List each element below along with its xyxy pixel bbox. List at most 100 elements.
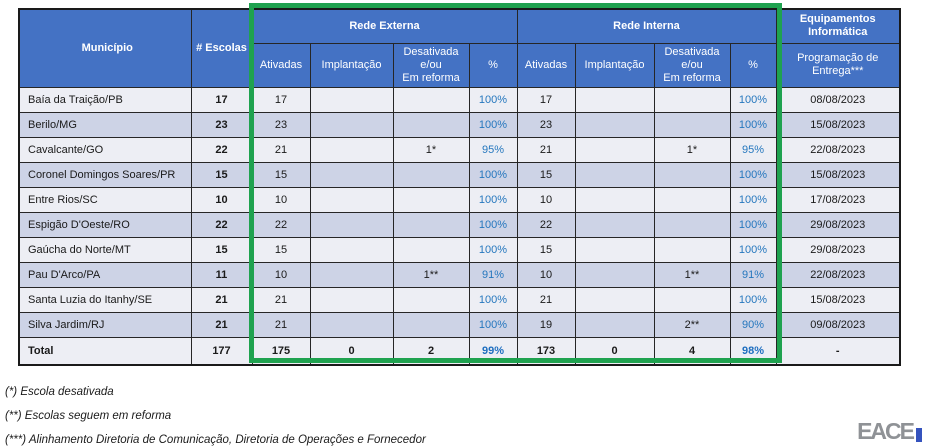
value-cell: [574, 286, 655, 313]
value-cell: 100%: [468, 311, 518, 338]
footnotes: (*) Escola desativada (**) Escolas segue…: [5, 380, 426, 446]
col-header-ext-desativada: Desativada e/ou Em reforma: [392, 42, 470, 88]
group-header-equipamentos: Equipamentos Informática: [775, 8, 901, 44]
value-cell: 100%: [468, 86, 518, 113]
value-cell: [653, 111, 731, 138]
value-cell: [574, 311, 655, 338]
value-cell: 17: [516, 86, 576, 113]
value-cell: 91%: [729, 261, 777, 288]
value-cell: [309, 111, 394, 138]
entrega-cell: 29/08/2023: [775, 236, 901, 263]
value-cell: [309, 211, 394, 238]
value-cell: 95%: [729, 136, 777, 163]
value-cell: 15: [516, 236, 576, 263]
entrega-cell: 29/08/2023: [775, 211, 901, 238]
entrega-cell: 22/08/2023: [775, 261, 901, 288]
value-cell: [392, 186, 470, 213]
col-header-municipio: Município: [18, 8, 192, 88]
municipio-cell: Coronel Domingos Soares/PR: [18, 161, 192, 188]
value-cell: [309, 161, 394, 188]
col-header-int-desativada: Desativada e/ou Em reforma: [653, 42, 731, 88]
value-cell: [392, 211, 470, 238]
value-cell: 23: [516, 111, 576, 138]
eace-logo-text: EACE: [857, 418, 915, 445]
table-row: Total 177 175 0 2 99% 173 0 4 98% -: [18, 336, 901, 365]
municipio-cell: Gaúcha do Norte/MT: [18, 236, 192, 263]
municipio-cell: Baía da Traição/PB: [18, 86, 192, 113]
table-row: Santa Luzia do Itanhy/SE 21 21 100% 21 100% 15…: [18, 286, 901, 313]
value-cell: 15: [251, 236, 311, 263]
table-row: Entre Rios/SC 10 10 100% 10 100% 17/08/2023: [18, 186, 901, 213]
value-cell: 90%: [729, 311, 777, 338]
entrega-cell: 15/08/2023: [775, 161, 901, 188]
value-cell: 98%: [729, 336, 777, 365]
entrega-cell: -: [775, 336, 901, 365]
value-cell: 100%: [729, 161, 777, 188]
col-header-int-ativadas: Ativadas: [516, 42, 576, 88]
value-cell: 22: [516, 211, 576, 238]
value-cell: 173: [516, 336, 576, 365]
value-cell: 100%: [729, 211, 777, 238]
municipio-cell: Silva Jardim/RJ: [18, 311, 192, 338]
value-cell: 21: [251, 136, 311, 163]
value-cell: 23: [251, 111, 311, 138]
value-cell: 19: [516, 311, 576, 338]
table-row: Gaúcha do Norte/MT 15 15 100% 15 100% 29/08/20…: [18, 236, 901, 263]
value-cell: [574, 261, 655, 288]
value-cell: [392, 286, 470, 313]
municipio-cell: Pau D'Arco/PA: [18, 261, 192, 288]
value-cell: [653, 186, 731, 213]
value-cell: 23: [190, 111, 253, 138]
value-cell: [653, 286, 731, 313]
table-header: Município # Escolas Rede Externa Rede In…: [18, 8, 901, 88]
col-header-ext-pct: %: [468, 42, 518, 88]
value-cell: [653, 211, 731, 238]
value-cell: 100%: [729, 111, 777, 138]
entrega-cell: 09/08/2023: [775, 311, 901, 338]
value-cell: 1**: [392, 261, 470, 288]
value-cell: [309, 136, 394, 163]
value-cell: 22: [251, 211, 311, 238]
group-header-rede-externa: Rede Externa: [251, 8, 518, 44]
value-cell: 10: [516, 186, 576, 213]
value-cell: 21: [190, 311, 253, 338]
value-cell: [392, 161, 470, 188]
value-cell: 175: [251, 336, 311, 365]
value-cell: 100%: [468, 286, 518, 313]
value-cell: 15: [251, 161, 311, 188]
value-cell: [309, 286, 394, 313]
value-cell: [309, 236, 394, 263]
value-cell: [574, 136, 655, 163]
value-cell: [574, 236, 655, 263]
value-cell: 100%: [729, 286, 777, 313]
footnote-1: (*) Escola desativada: [5, 386, 114, 398]
value-cell: 21: [516, 136, 576, 163]
municipio-cell: Berilo/MG: [18, 111, 192, 138]
value-cell: 10: [251, 261, 311, 288]
value-cell: 0: [574, 336, 655, 365]
value-cell: [309, 186, 394, 213]
value-cell: [574, 86, 655, 113]
schools-status-table: Município # Escolas Rede Externa Rede In…: [18, 8, 901, 366]
value-cell: [653, 161, 731, 188]
value-cell: [309, 311, 394, 338]
value-cell: [392, 111, 470, 138]
col-header-ext-implantacao: Implantação: [309, 42, 394, 88]
table-row: Coronel Domingos Soares/PR 15 15 100% 15 100%…: [18, 161, 901, 188]
value-cell: 17: [190, 86, 253, 113]
value-cell: 100%: [729, 186, 777, 213]
value-cell: [574, 186, 655, 213]
eace-logo-bar-icon: [916, 428, 922, 442]
value-cell: [309, 86, 394, 113]
col-header-escolas: # Escolas: [190, 8, 253, 88]
value-cell: 10: [251, 186, 311, 213]
municipio-cell: Santa Luzia do Itanhy/SE: [18, 286, 192, 313]
value-cell: 100%: [468, 161, 518, 188]
value-cell: [392, 236, 470, 263]
value-cell: 100%: [468, 236, 518, 263]
value-cell: [653, 86, 731, 113]
value-cell: 91%: [468, 261, 518, 288]
municipio-cell: Cavalcante/GO: [18, 136, 192, 163]
value-cell: 100%: [729, 236, 777, 263]
col-header-ext-ativadas: Ativadas: [251, 42, 311, 88]
